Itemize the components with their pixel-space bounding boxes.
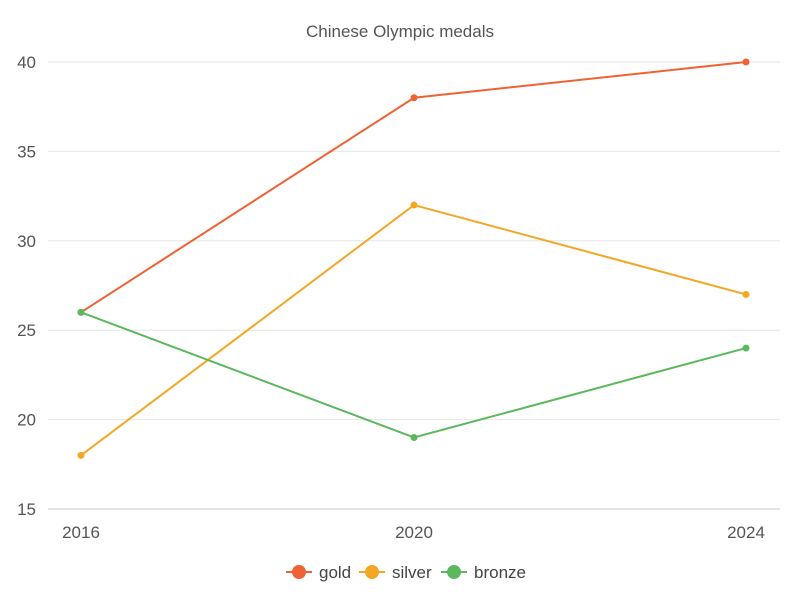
data-point-gold: [410, 94, 418, 102]
legend-item-silver[interactable]: silver: [359, 563, 432, 582]
y-tick-label: 25: [17, 321, 36, 340]
x-tick-label: 2016: [62, 523, 100, 542]
legend-label: silver: [392, 563, 432, 582]
series-bronze: [77, 308, 750, 441]
gridlines: [48, 61, 780, 421]
legend-item-bronze[interactable]: bronze: [441, 563, 526, 582]
x-axis: 2016 2020 2024: [62, 523, 765, 542]
data-point-silver: [77, 451, 85, 459]
data-point-bronze: [77, 308, 85, 316]
legend-marker: [447, 565, 461, 579]
data-point-bronze: [742, 344, 750, 352]
series-line-bronze: [80, 311, 747, 439]
legend-marker: [292, 565, 306, 579]
data-point-bronze: [410, 433, 418, 441]
x-tick-label: 2020: [395, 523, 433, 542]
y-tick-label: 20: [17, 411, 36, 430]
y-tick-label: 40: [17, 53, 36, 72]
legend: gold silver bronze: [286, 563, 526, 582]
legend-label: bronze: [474, 563, 526, 582]
chart-title: Chinese Olympic medals: [306, 22, 494, 41]
data-point-silver: [742, 290, 750, 298]
series-layer: [77, 58, 750, 459]
y-tick-label: 30: [17, 232, 36, 251]
data-point-gold: [742, 58, 750, 66]
legend-label: gold: [319, 563, 351, 582]
legend-marker: [365, 565, 379, 579]
x-tick-label: 2024: [727, 523, 765, 542]
y-axis: 15 20 25 30 35 40: [17, 53, 36, 519]
legend-item-gold[interactable]: gold: [286, 563, 351, 582]
y-tick-label: 15: [17, 500, 36, 519]
series-gold: [77, 58, 750, 316]
y-tick-label: 35: [17, 142, 36, 161]
data-point-silver: [410, 201, 418, 209]
series-silver: [77, 201, 750, 459]
